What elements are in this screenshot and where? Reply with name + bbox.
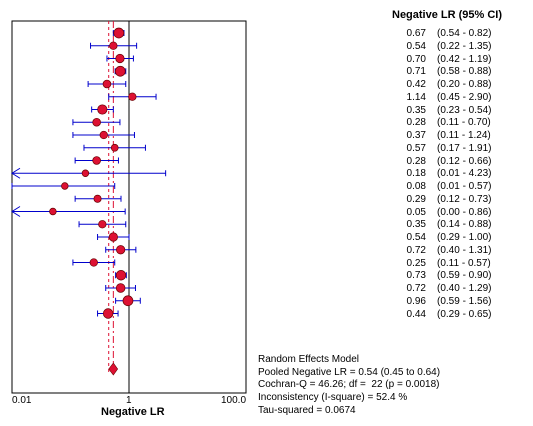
study-marker	[115, 283, 126, 293]
study-lr-value: 0.35	[406, 104, 426, 116]
study-marker	[92, 156, 101, 165]
x-axis-label: Negative LR	[101, 406, 165, 418]
study-lr-value: 0.54	[406, 40, 426, 52]
study-marker	[99, 130, 108, 140]
study-marker	[110, 143, 119, 152]
study-ci-value: (0.59 - 1.56)	[437, 295, 492, 307]
study-ci-value: (0.11 - 1.24)	[437, 130, 491, 141]
study-marker	[128, 92, 137, 101]
study-ci-value: (0.29 - 0.65)	[437, 308, 492, 320]
study-lr-value: 0.29	[406, 193, 426, 205]
study-lr-value: 0.72	[406, 244, 426, 256]
study-ci-value: (0.59 - 0.90)	[437, 270, 492, 282]
study-ci-value: (0.12 - 0.66)	[437, 155, 492, 167]
study-lr-value: 0.37	[406, 130, 426, 141]
study-marker	[102, 308, 114, 319]
summary-statistics: Random Effects Model Pooled Negative LR …	[258, 354, 440, 418]
study-marker	[122, 295, 134, 307]
study-ci-value: (0.40 - 1.29)	[437, 283, 492, 294]
study-lr-value: 0.67	[406, 28, 426, 39]
x-tick-label: 0.01	[12, 395, 32, 406]
study-lr-value: 0.28	[406, 117, 426, 129]
study-marker	[98, 220, 107, 229]
study-marker	[116, 245, 126, 255]
x-tick-label: 1	[126, 395, 132, 406]
study-lr-value: 0.05	[406, 206, 426, 218]
study-marker	[81, 169, 90, 177]
study-ci-value: (0.42 - 1.19)	[437, 53, 492, 65]
study-lr-value: 0.73	[406, 270, 426, 282]
study-ci-value: (0.20 - 0.88)	[437, 79, 492, 90]
study-ci-value: (0.11 - 0.57)	[437, 257, 491, 269]
study-marker	[97, 104, 108, 115]
study-marker	[102, 79, 112, 89]
study-ci-value: (0.22 - 1.35)	[437, 40, 492, 52]
study-ci-value: (0.58 - 0.88)	[437, 66, 492, 78]
study-lr-value: 0.96	[406, 295, 426, 307]
ci-arrow	[11, 206, 21, 217]
pooled-diamond	[108, 362, 119, 376]
study-marker	[113, 27, 125, 39]
study-marker	[61, 182, 69, 190]
plot-marks	[11, 21, 167, 393]
study-lr-value: 0.70	[406, 53, 426, 65]
model-label: Random Effects Model	[258, 354, 359, 365]
study-lr-value: 0.44	[406, 308, 426, 320]
x-tick-label: 100.0	[221, 395, 247, 406]
study-marker	[115, 53, 125, 64]
study-lr-value: 0.72	[406, 283, 426, 294]
study-ci-value: (0.11 - 0.70)	[437, 117, 491, 129]
study-ci-value: (0.23 - 0.54)	[437, 104, 492, 116]
study-lr-value: 0.25	[406, 257, 426, 269]
study-ci-value: (0.12 - 0.73)	[437, 193, 492, 205]
study-marker	[89, 258, 98, 267]
study-ci-value: (0.29 - 1.00)	[437, 232, 492, 243]
study-ci-value: (0.40 - 1.31)	[437, 244, 492, 256]
study-ci-value: (0.45 - 2.90)	[437, 91, 492, 103]
study-ci-value: (0.00 - 0.86)	[437, 206, 492, 218]
study-lr-value: 0.35	[406, 219, 426, 231]
study-lr-value: 0.54	[406, 232, 426, 243]
cochran-q: Cochran-Q = 46.26; df = 22 (p = 0.0018)	[258, 379, 440, 391]
study-ci-value: (0.01 - 0.57)	[437, 181, 492, 192]
study-lr-value: 0.71	[406, 66, 426, 78]
study-ci-value: (0.54 - 0.82)	[437, 28, 492, 39]
study-marker	[115, 270, 127, 281]
study-ci-value: (0.14 - 0.88)	[437, 219, 492, 231]
study-marker	[49, 207, 57, 216]
ci-arrow	[11, 167, 21, 179]
study-lr-value: 0.57	[406, 142, 426, 154]
study-lr-value: 0.28	[406, 155, 426, 167]
study-marker	[108, 232, 118, 242]
inconsistency: Inconsistency (I-square) = 52.4 %	[258, 392, 408, 404]
study-lr-value: 0.08	[406, 181, 426, 192]
column-header: Negative LR (95% CI)	[392, 9, 503, 21]
study-marker	[114, 65, 126, 77]
tau-squared: Tau-squared = 0.0674	[258, 404, 356, 416]
pooled-estimate: Pooled Negative LR = 0.54 (0.45 to 0.64)	[258, 366, 441, 378]
study-lr-value: 1.14	[406, 91, 426, 103]
study-ci-value: (0.17 - 1.91)	[437, 142, 492, 154]
study-marker	[92, 117, 101, 127]
study-marker	[109, 41, 118, 50]
study-lr-value: 0.42	[406, 79, 426, 90]
study-ci-value: (0.01 - 4.23)	[437, 168, 492, 180]
study-lr-value: 0.18	[406, 168, 426, 180]
study-marker	[93, 194, 102, 203]
